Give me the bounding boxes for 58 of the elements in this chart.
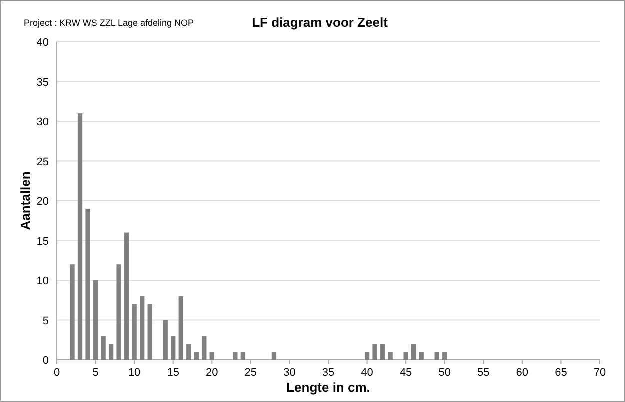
bar bbox=[210, 352, 214, 360]
y-tick-label: 10 bbox=[36, 276, 49, 288]
x-tick-label: 25 bbox=[244, 367, 258, 379]
x-tick-label: 20 bbox=[206, 367, 218, 379]
bar bbox=[380, 344, 386, 360]
x-tick-label: 30 bbox=[284, 367, 296, 379]
bar bbox=[442, 352, 448, 360]
bar bbox=[78, 114, 83, 360]
y-tick-label: 35 bbox=[36, 76, 49, 89]
bar bbox=[364, 352, 370, 360]
bar bbox=[101, 336, 106, 360]
x-tick-label: 70 bbox=[594, 367, 606, 379]
bar bbox=[194, 352, 199, 360]
bar bbox=[171, 336, 176, 360]
x-tick-label: 60 bbox=[516, 367, 529, 379]
y-tick-label: 0 bbox=[42, 355, 49, 367]
bar bbox=[70, 264, 75, 360]
x-tick-label: 55 bbox=[478, 367, 490, 379]
x-tick-label: 15 bbox=[167, 367, 180, 379]
bar bbox=[163, 320, 168, 360]
x-tick-label: 35 bbox=[322, 367, 335, 379]
x-tick-label: 50 bbox=[438, 367, 451, 379]
bar bbox=[116, 264, 122, 360]
y-tick-label: 40 bbox=[36, 37, 49, 49]
y-tick-label: 25 bbox=[36, 156, 49, 168]
y-tick-label: 30 bbox=[36, 116, 49, 128]
bar bbox=[272, 352, 277, 360]
chart-subtitle: Project : KRW WS ZZL Lage afdeling NOP bbox=[24, 18, 194, 28]
x-tick-label: 40 bbox=[361, 367, 374, 379]
bar bbox=[124, 232, 130, 360]
bar bbox=[148, 304, 152, 360]
x-tick-label: 45 bbox=[400, 367, 412, 379]
bar bbox=[202, 336, 207, 360]
y-axis-title: Aantallen bbox=[18, 172, 33, 230]
bar bbox=[434, 352, 440, 360]
bar bbox=[233, 352, 238, 360]
x-axis-title: Lengte in cm. bbox=[286, 380, 370, 395]
x-tick-label: 10 bbox=[128, 367, 141, 379]
bar bbox=[93, 280, 98, 360]
bar bbox=[186, 344, 192, 360]
bar bbox=[372, 344, 378, 360]
y-tick-label: 15 bbox=[36, 236, 49, 248]
chart-title: LF diagram voor Zeelt bbox=[252, 15, 389, 30]
bar bbox=[132, 304, 137, 360]
bar bbox=[178, 296, 184, 360]
bar bbox=[412, 344, 416, 360]
bar bbox=[404, 352, 408, 360]
y-tick-label: 20 bbox=[36, 196, 49, 208]
bar bbox=[108, 344, 114, 360]
x-tick-label: 0 bbox=[54, 367, 60, 379]
bar bbox=[240, 352, 246, 360]
x-tick-label: 65 bbox=[555, 367, 568, 379]
bar bbox=[419, 352, 424, 360]
bar bbox=[388, 352, 393, 360]
x-tick-label: 5 bbox=[92, 367, 99, 379]
y-tick-label: 5 bbox=[42, 315, 49, 328]
bar bbox=[140, 296, 145, 360]
bar bbox=[86, 208, 90, 360]
